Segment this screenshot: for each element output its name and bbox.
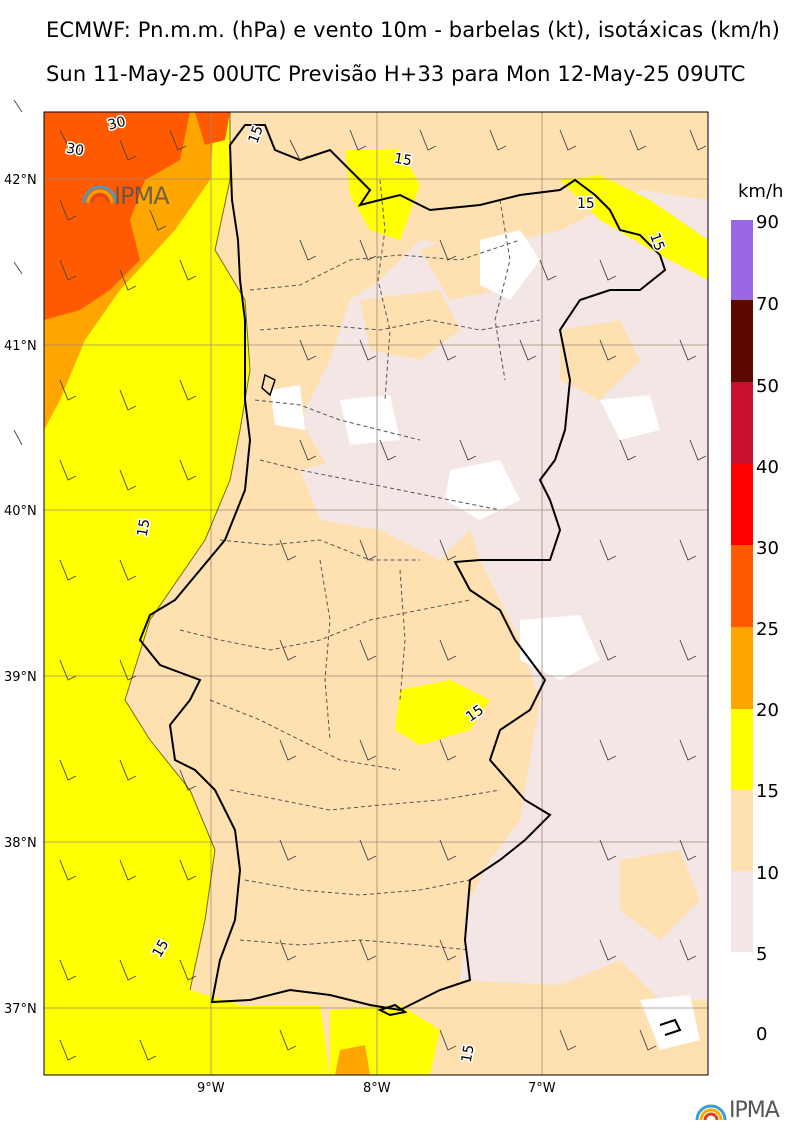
colorbar-tick: 30 — [756, 538, 779, 559]
colorbar-tick: 0 — [756, 1024, 767, 1045]
ipma-rainbow-icon — [695, 1104, 727, 1120]
colorbar-swatch — [731, 871, 753, 952]
colorbar-tick: 10 — [756, 863, 779, 884]
contour-label: 15 — [577, 196, 595, 212]
colorbar-tick: 20 — [756, 700, 779, 721]
colorbar-swatch — [731, 709, 753, 789]
axis-labels: 42°N 41°N 40°N 39°N 38°N 37°N 9°W 8°W 7°… — [4, 173, 556, 1096]
map-frame — [43, 111, 709, 1076]
colorbar-swatch — [731, 300, 753, 382]
colorbar-tick: 5 — [756, 944, 767, 965]
coastline-border — [138, 124, 667, 1012]
chart-title: ECMWF: Pn.m.m. (hPa) e vento 10m - barbe… — [46, 18, 780, 42]
lat-label: 40°N — [4, 504, 37, 519]
colorbar-tick: 15 — [756, 781, 779, 802]
colorbar-unit: km/h — [738, 181, 783, 202]
isotach-15-20-area — [44, 112, 330, 1075]
contour-label: 15 — [459, 1043, 478, 1063]
lat-label: 42°N — [4, 173, 37, 188]
colorbar-swatch — [731, 627, 753, 709]
colorbar-tick: 50 — [756, 376, 779, 397]
contour-label: 30 — [106, 114, 127, 134]
lon-label: 9°W — [197, 1081, 225, 1096]
lon-label: 7°W — [528, 1081, 556, 1096]
isotach-25-30-area — [44, 112, 190, 320]
colorbar-swatch — [731, 382, 753, 464]
wind-barbs — [59, 129, 707, 1061]
colorbar-swatch — [731, 464, 753, 545]
colorbar-swatch — [731, 545, 753, 627]
colorbar-tick: 70 — [756, 294, 779, 315]
isotach-lines — [124, 112, 251, 991]
chart-subtitle: Sun 11-May-25 00UTC Previsão H+33 para M… — [46, 62, 746, 86]
contour-label: 15 — [393, 151, 413, 170]
lat-label: 41°N — [4, 339, 37, 354]
colorbar-swatch — [731, 789, 753, 871]
colorbar-swatch — [731, 220, 753, 300]
colorbar-tick: 25 — [756, 619, 779, 640]
contour-label: 15 — [135, 518, 154, 538]
contour-label: 30 — [65, 141, 85, 160]
wind-speed-field: 30 30 15 15 15 15 15 15 15 15 IPMA — [44, 112, 708, 1075]
colorbar-tick: 90 — [756, 212, 779, 233]
ipma-footer-text: IPMA — [729, 1098, 780, 1123]
ipma-logo-map: IPMA — [82, 182, 171, 210]
graticule — [44, 112, 708, 1075]
ipma-logo-text: IPMA — [114, 182, 170, 210]
colorbar-tick: 40 — [756, 457, 779, 478]
ipma-logo-footer: IPMA — [695, 1098, 780, 1123]
colorbar-labels: km/h 90 70 50 40 30 25 20 15 10 5 0 — [738, 181, 783, 1045]
lat-label: 37°N — [4, 1002, 37, 1017]
isotach-below-5-area — [480, 230, 540, 300]
lat-label: 38°N — [4, 836, 37, 851]
colorbar — [731, 220, 753, 952]
margin-wind-barbs — [13, 99, 23, 446]
lon-label: 8°W — [363, 1081, 391, 1096]
lat-label: 39°N — [4, 670, 37, 685]
